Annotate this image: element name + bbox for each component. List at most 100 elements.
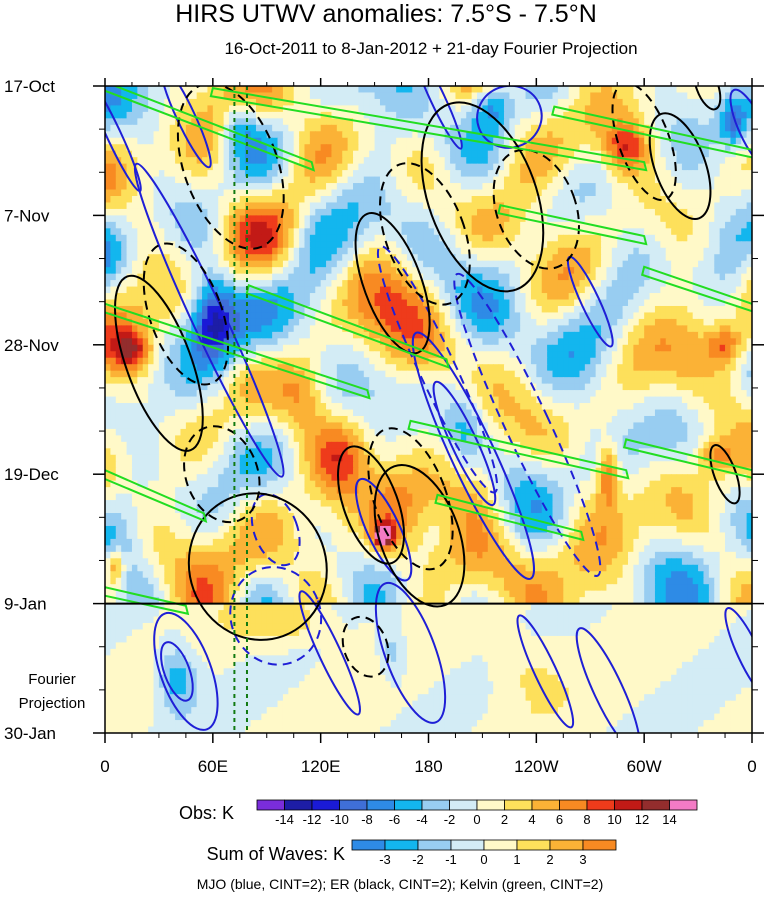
field-cell	[536, 221, 543, 229]
field-cell	[568, 260, 575, 268]
field-cell	[137, 344, 144, 352]
field-cell	[584, 286, 591, 294]
field-cell	[358, 254, 365, 262]
field-cell	[574, 86, 581, 94]
field-cell	[347, 131, 354, 139]
field-cell	[617, 344, 624, 352]
field-cell	[115, 247, 122, 255]
field-cell	[234, 260, 241, 268]
field-cell	[735, 189, 742, 197]
field-cell	[563, 92, 570, 100]
field-cell	[525, 144, 532, 152]
field-cell	[746, 254, 752, 262]
field-cell	[714, 241, 721, 249]
field-cell	[110, 318, 117, 326]
field-cell	[379, 280, 386, 288]
field-cell	[692, 331, 699, 339]
field-cell	[223, 170, 230, 178]
field-cell	[191, 137, 198, 145]
field-cell	[282, 228, 289, 236]
field-cell	[277, 273, 284, 281]
field-cell	[714, 215, 721, 223]
field-cell	[698, 325, 705, 333]
field-cell	[606, 163, 613, 171]
field-cell	[730, 234, 737, 242]
field-cell	[439, 189, 446, 197]
field-cell	[520, 124, 527, 132]
field-cell	[514, 170, 521, 178]
field-cell	[336, 176, 343, 184]
field-cell	[547, 260, 554, 268]
field-cell	[315, 183, 322, 191]
field-cell	[520, 247, 527, 255]
field-cell	[266, 254, 273, 262]
field-cell	[698, 247, 705, 255]
field-cell	[390, 131, 397, 139]
field-cell	[595, 98, 602, 107]
field-cell	[342, 286, 349, 294]
field-cell	[493, 195, 500, 204]
field-cell	[638, 215, 645, 223]
field-cell	[234, 189, 241, 197]
field-cell	[282, 118, 289, 126]
field-cell	[223, 293, 230, 301]
field-cell	[601, 195, 608, 204]
field-cell	[525, 176, 532, 184]
field-cell	[611, 98, 618, 107]
field-cell	[455, 111, 462, 119]
field-cell	[396, 221, 403, 229]
field-cell	[552, 195, 559, 204]
field-cell	[137, 124, 144, 132]
field-cell	[730, 331, 737, 339]
field-cell	[131, 247, 138, 255]
field-cell	[568, 176, 575, 184]
field-cell	[563, 111, 570, 119]
field-cell	[180, 312, 187, 320]
field-cell	[423, 344, 430, 352]
field-cell	[708, 170, 715, 178]
field-cell	[266, 273, 273, 281]
field-cell	[611, 312, 618, 320]
field-cell	[617, 318, 624, 326]
field-cell	[649, 318, 656, 326]
field-cell	[261, 105, 268, 113]
field-cell	[574, 312, 581, 320]
field-cell	[309, 338, 316, 346]
field-cell	[266, 318, 273, 326]
field-cell	[121, 241, 128, 249]
field-cell	[735, 331, 742, 339]
field-cell	[142, 318, 149, 326]
field-cell	[131, 331, 138, 339]
field-cell	[110, 86, 117, 94]
field-cell	[379, 111, 386, 119]
field-cell	[288, 131, 295, 139]
field-cell	[347, 312, 354, 320]
field-cell	[719, 267, 726, 275]
field-cell	[277, 267, 284, 275]
field-cell	[126, 221, 133, 229]
field-cell	[148, 118, 155, 126]
field-cell	[369, 351, 376, 359]
field-cell	[450, 170, 457, 178]
field-cell	[563, 221, 570, 229]
field-cell	[719, 92, 726, 100]
field-cell	[326, 202, 333, 210]
field-cell	[347, 273, 354, 281]
field-cell	[530, 247, 537, 255]
field-cell	[649, 312, 656, 320]
field-cell	[417, 105, 424, 113]
field-cell	[595, 228, 602, 236]
field-cell	[255, 299, 262, 307]
field-cell	[115, 305, 122, 314]
field-cell	[342, 273, 349, 281]
field-cell	[719, 157, 726, 165]
field-cell	[644, 286, 651, 294]
field-cell	[514, 273, 521, 281]
field-cell	[369, 124, 376, 132]
field-cell	[202, 163, 209, 171]
field-cell	[309, 215, 316, 223]
field-cell	[471, 305, 478, 314]
field-cell	[142, 312, 149, 320]
field-cell	[547, 92, 554, 100]
field-cell	[498, 260, 505, 268]
